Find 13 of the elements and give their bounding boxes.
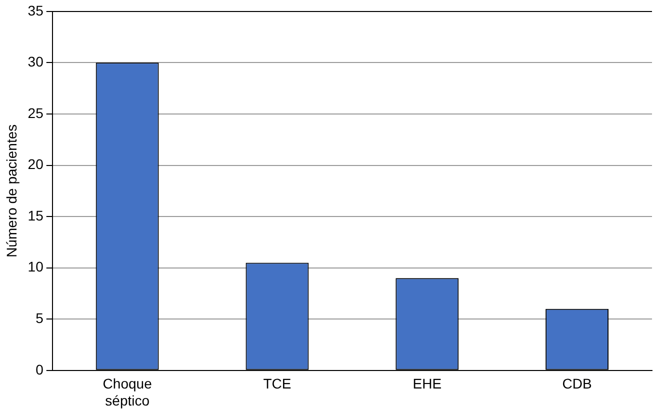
y-tick-label: 0 (36, 361, 44, 378)
y-tick-label: 20 (28, 156, 44, 172)
x-tick-label: Choque séptico (102, 376, 152, 408)
y-axis-title: Número de pacientes (3, 124, 20, 258)
y-tick-label: 35 (28, 2, 44, 18)
x-tick-label: EHE (412, 376, 442, 392)
y-tick-label: 25 (28, 104, 44, 121)
y-tick-label: 30 (28, 54, 44, 70)
y-tick-label: 10 (28, 258, 44, 275)
y-tick-label: 15 (28, 207, 44, 224)
y-tick-label: 5 (36, 310, 44, 326)
x-tick-label: CDB (562, 376, 592, 392)
x-tick-label: TCE (263, 376, 292, 392)
